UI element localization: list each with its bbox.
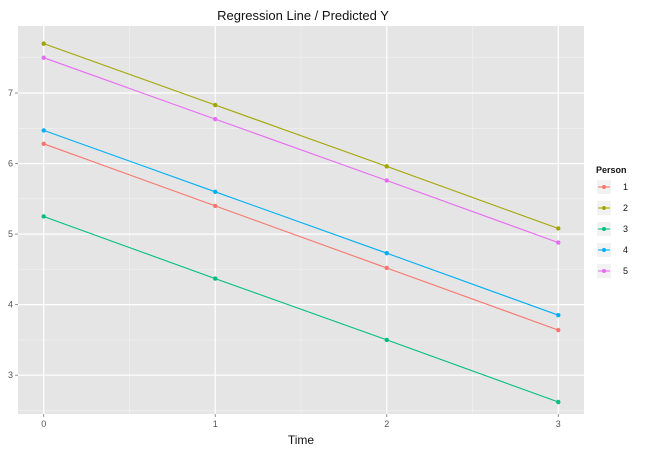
- x-tick-label: 1: [213, 419, 218, 429]
- data-point: [556, 327, 561, 333]
- series-person-3: [41, 214, 561, 405]
- legend-label: 1: [623, 182, 628, 192]
- series-layer: [41, 41, 561, 405]
- data-point: [556, 313, 561, 318]
- data-point: [384, 337, 389, 343]
- data-point: [213, 116, 218, 122]
- data-point: [556, 240, 561, 245]
- legend-item: 2: [597, 201, 628, 215]
- data-point: [556, 226, 561, 231]
- data-point: [213, 203, 218, 209]
- data-point: [41, 141, 46, 147]
- legend-label: 5: [623, 266, 628, 276]
- y-axis-ticks: 3 4 5 6 7: [8, 88, 18, 380]
- x-tick-label: 0: [41, 419, 46, 429]
- series-line: [43, 43, 559, 230]
- legend-title: Person: [596, 165, 627, 175]
- data-point: [384, 178, 389, 183]
- legend-key-point: [602, 227, 606, 231]
- series-person-5: [41, 55, 561, 245]
- data-point: [556, 399, 561, 405]
- x-tick-label: 2: [384, 419, 389, 429]
- series-person-4: [41, 128, 561, 318]
- x-tick-label: 3: [556, 419, 561, 429]
- data-point: [384, 250, 389, 256]
- series-person-2: [41, 41, 561, 231]
- legend-item: 3: [597, 222, 628, 236]
- series-line: [43, 215, 559, 403]
- x-axis-title: Time: [288, 433, 315, 447]
- legend-item: 5: [597, 264, 628, 278]
- series-line: [43, 129, 559, 316]
- y-tick-label: 3: [8, 370, 13, 380]
- legend-label: 4: [623, 245, 628, 255]
- series-line: [43, 143, 559, 331]
- y-tick-label: 5: [8, 229, 13, 239]
- legend-label: 3: [623, 224, 628, 234]
- data-point: [41, 41, 46, 46]
- data-point: [384, 164, 389, 169]
- legend-item: 1: [597, 180, 628, 194]
- minor-gridlines: [18, 26, 584, 414]
- y-tick-label: 7: [8, 88, 13, 98]
- data-point: [213, 102, 218, 108]
- chart-title: Regression Line / Predicted Y: [217, 8, 389, 23]
- data-point: [213, 189, 218, 194]
- y-tick-label: 6: [8, 159, 13, 169]
- y-tick-label: 4: [8, 300, 13, 310]
- data-point: [213, 276, 218, 281]
- x-axis-ticks: 0 1 2 3: [41, 414, 561, 429]
- data-point: [41, 214, 46, 219]
- legend: Person 1 2 3 4 5: [596, 165, 628, 278]
- series-person-1: [41, 141, 561, 333]
- major-gridlines: [18, 26, 584, 414]
- legend-label: 2: [623, 203, 628, 213]
- legend-key-point: [602, 269, 606, 273]
- data-point: [384, 265, 389, 271]
- legend-key-point: [602, 206, 606, 210]
- legend-item: 4: [597, 243, 628, 257]
- legend-key-point: [602, 185, 606, 189]
- data-point: [41, 128, 46, 133]
- series-line: [43, 57, 559, 244]
- legend-key-point: [602, 248, 606, 252]
- data-point: [41, 55, 46, 60]
